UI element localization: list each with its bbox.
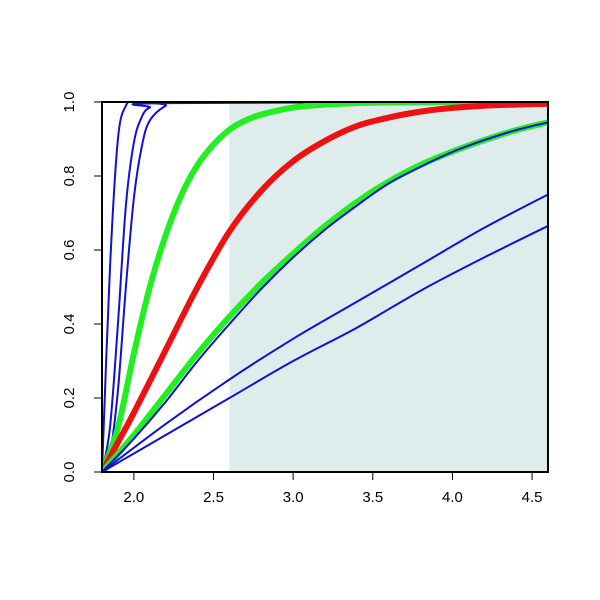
series-line-7-blue	[102, 121, 548, 472]
series-line-9-blue	[102, 224, 548, 472]
x-tick-label: 4.5	[522, 489, 543, 506]
y-tick-label: 0.2	[61, 388, 78, 409]
x-tick-label: 3.5	[362, 489, 383, 506]
y-tick-label: 0.4	[61, 314, 78, 335]
y-tick-label: 1.0	[61, 92, 78, 113]
series-layer	[102, 102, 548, 472]
x-tick-label: 4.0	[442, 489, 463, 506]
x-tick-label: 3.0	[283, 489, 304, 506]
plot-frame	[101, 101, 549, 473]
series-line-4-green	[102, 102, 548, 472]
x-tick-label: 2.0	[123, 489, 144, 506]
y-tick-label: 0.8	[61, 166, 78, 187]
series-line-1-blue	[102, 102, 548, 472]
y-axis: 0.0 0.2 0.4 0.6 0.8 1.0	[61, 92, 102, 483]
shaded-region-layer	[229, 102, 548, 472]
series-line-3-blue	[102, 102, 548, 472]
y-tick-label: 0.0	[61, 462, 78, 483]
x-tick-label: 2.5	[203, 489, 224, 506]
x-axis: 2.0 2.5 3.0 3.5 4.0 4.5	[123, 472, 543, 506]
series-line-5-red	[102, 102, 548, 472]
series-line-8-blue	[102, 193, 548, 472]
shaded-region	[229, 102, 548, 472]
y-tick-label: 0.6	[61, 240, 78, 261]
